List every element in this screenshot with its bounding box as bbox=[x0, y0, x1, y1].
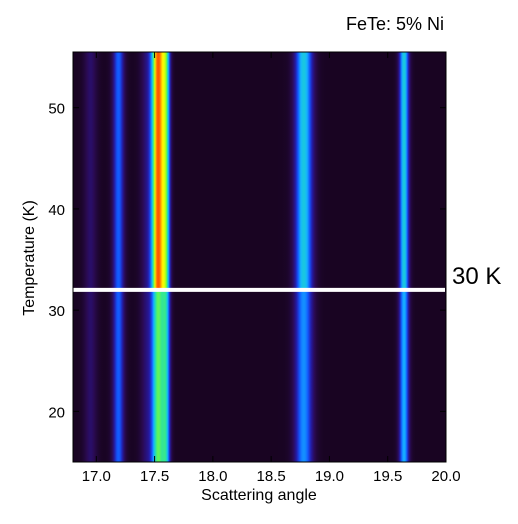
x-tick-label: 19.5 bbox=[373, 468, 402, 485]
x-tick-label: 17.5 bbox=[140, 468, 169, 485]
y-axis: 20 30 40 50 bbox=[48, 101, 446, 421]
transition-annotation: 30 K bbox=[452, 263, 501, 290]
y-axis-label: Temperature (K) bbox=[21, 200, 38, 316]
x-axis: 17.0 17.5 18.0 18.5 19.0 19.5 20.0 bbox=[82, 52, 461, 485]
chart-title: FeTe: 5% Ni bbox=[346, 14, 444, 34]
x-tick-label: 17.0 bbox=[82, 468, 111, 485]
plot-frame bbox=[72, 51, 447, 463]
y-tick-label: 50 bbox=[48, 101, 65, 118]
plot-area bbox=[72, 51, 447, 463]
x-tick-label: 19.0 bbox=[315, 468, 344, 485]
y-tick-label: 20 bbox=[48, 404, 65, 421]
x-tick-label: 20.0 bbox=[431, 468, 460, 485]
heatmap-region-below-transition bbox=[73, 289, 446, 462]
heatmap-region-above-transition bbox=[73, 52, 446, 290]
y-tick-label: 30 bbox=[48, 303, 65, 320]
x-tick-label: 18.0 bbox=[198, 468, 227, 485]
x-tick-label: 18.5 bbox=[257, 468, 286, 485]
x-axis-label: Scattering angle bbox=[201, 487, 317, 504]
y-tick-label: 40 bbox=[48, 202, 65, 219]
